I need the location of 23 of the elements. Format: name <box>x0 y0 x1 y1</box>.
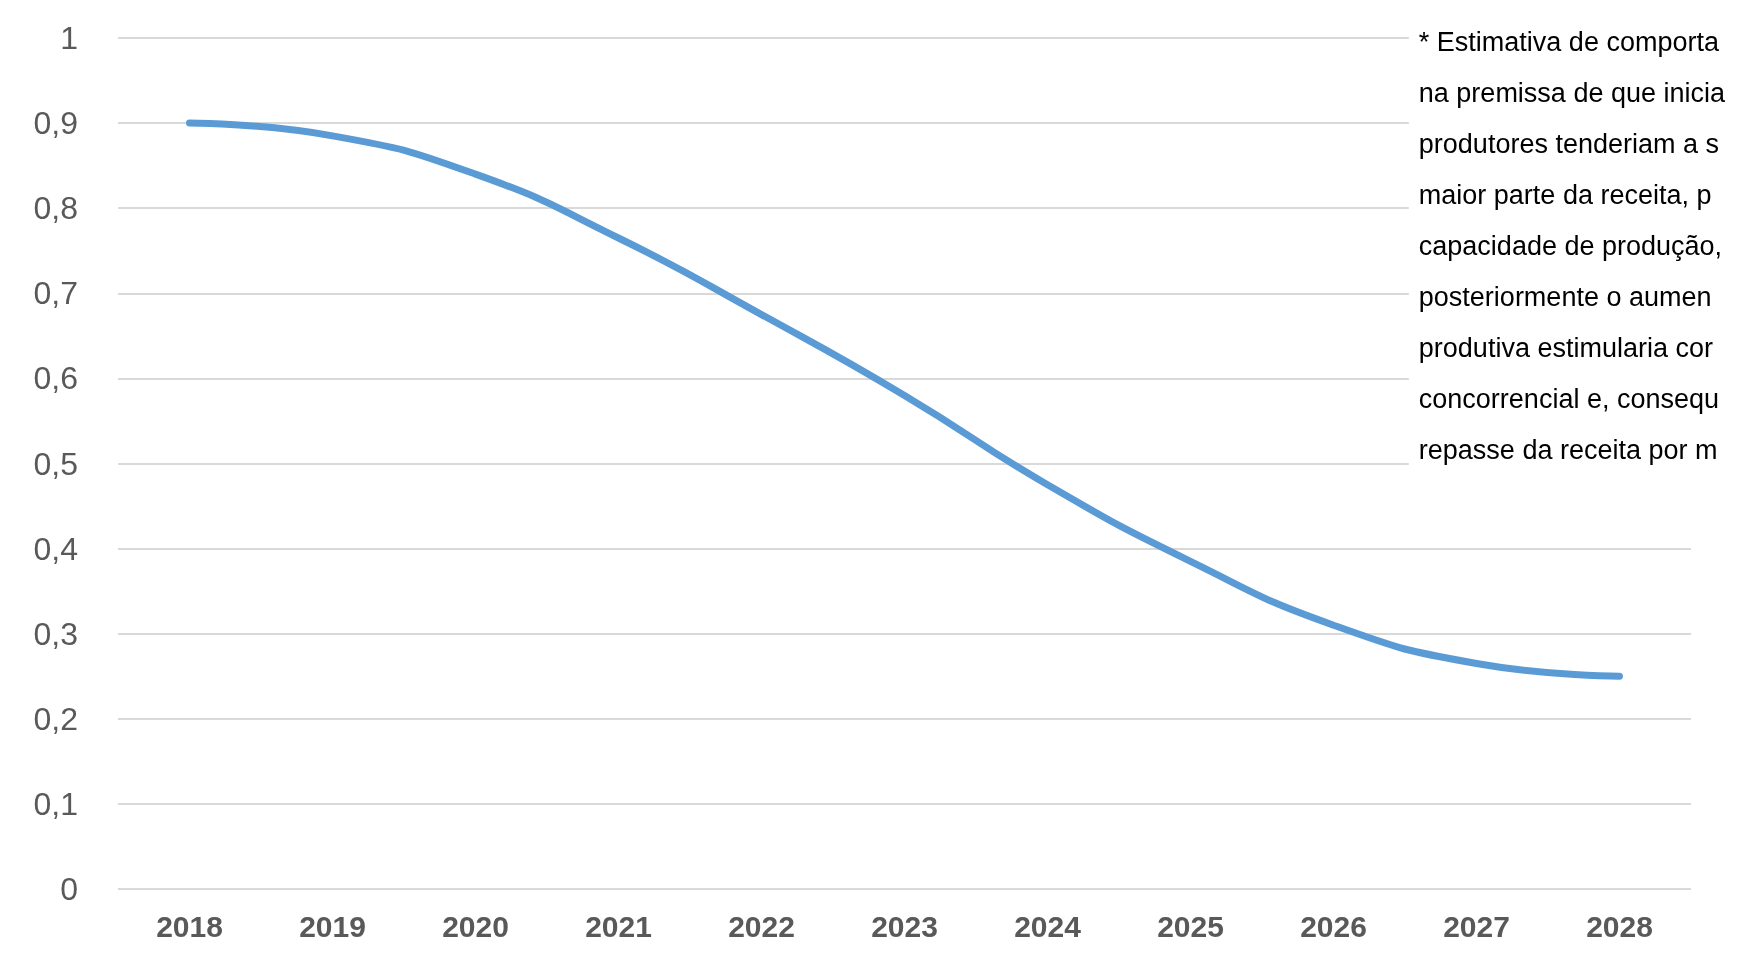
y-tick-label: 0,5 <box>33 445 78 482</box>
x-tick-label: 2019 <box>299 909 366 943</box>
y-tick-label: 0 <box>60 871 78 907</box>
x-tick-label: 2024 <box>1014 909 1082 943</box>
x-tick-label: 2023 <box>871 909 938 943</box>
y-tick-label: 1 <box>60 20 78 56</box>
y-tick-label: 0,2 <box>33 700 78 737</box>
x-tick-label: 2027 <box>1443 909 1510 943</box>
x-tick-label: 2025 <box>1157 909 1224 943</box>
x-tick-label: 2022 <box>728 909 795 943</box>
y-tick-label: 0,6 <box>33 360 78 397</box>
x-tick-label: 2028 <box>1586 909 1653 943</box>
x-tick-label: 2021 <box>585 909 652 943</box>
y-tick-label: 0,7 <box>33 275 78 312</box>
y-tick-label: 0,1 <box>33 785 78 822</box>
x-tick-label: 2018 <box>156 909 223 943</box>
y-tick-label: 0,9 <box>33 105 78 142</box>
x-tick-label: 2020 <box>442 909 509 943</box>
text: * Estimativa de comporta na premissa de que inicia produtores tenderiam a s maior parte da receita, p capacidade de produção, posteriormente o aumen produtiva estimularia cor concorrencial e, consequ repasse da receita por m <box>1418 26 1726 465</box>
y-tick-label: 0,8 <box>33 190 78 227</box>
y-tick-label: 0,4 <box>33 530 78 567</box>
y-tick-label: 0,3 <box>33 615 78 652</box>
x-tick-label: 2026 <box>1300 909 1367 943</box>
